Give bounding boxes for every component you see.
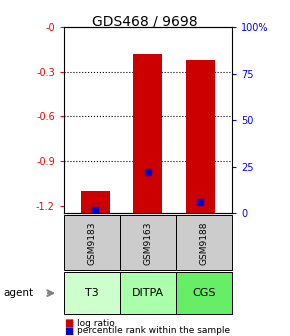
- Text: GSM9188: GSM9188: [200, 221, 209, 264]
- Text: log ratio: log ratio: [77, 319, 115, 328]
- Bar: [81, 191, 110, 213]
- Bar: [186, 60, 215, 213]
- Text: T3: T3: [85, 288, 99, 298]
- Text: CGS: CGS: [192, 288, 216, 298]
- Text: ■: ■: [64, 318, 73, 328]
- Bar: [133, 54, 162, 213]
- Text: GDS468 / 9698: GDS468 / 9698: [92, 14, 198, 28]
- Text: DITPA: DITPA: [132, 288, 164, 298]
- Text: ■: ■: [64, 326, 73, 336]
- Text: GSM9183: GSM9183: [87, 221, 96, 264]
- Text: percentile rank within the sample: percentile rank within the sample: [77, 326, 230, 335]
- Text: agent: agent: [3, 288, 33, 298]
- Text: GSM9163: GSM9163: [143, 221, 153, 264]
